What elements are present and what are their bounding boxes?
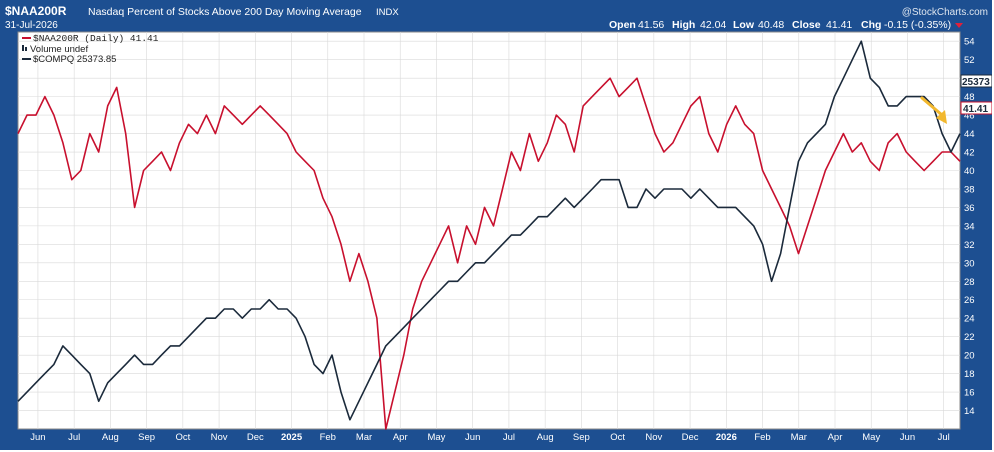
y-tick-label: 54 — [964, 37, 975, 48]
x-tick-label: Nov — [645, 432, 662, 443]
series-layer — [17, 40, 961, 430]
legend-naa-label: $NAA200R (Daily) 41.41 — [33, 33, 159, 44]
plot-area — [17, 31, 961, 430]
x-tick-label: Mar — [356, 432, 372, 443]
y-tick-label: 46 — [964, 111, 975, 122]
symbol-title: $NAA200R — [5, 4, 67, 18]
y-tick-label: 20 — [964, 351, 975, 362]
x-tick-label: Nov — [211, 432, 228, 443]
chg-label: Chg — [861, 19, 881, 31]
x-tick-label: Oct — [175, 432, 190, 443]
svg-text:25373: 25373 — [962, 77, 990, 88]
chg-value: -0.15 (-0.35%) — [884, 19, 951, 31]
y-tick-label: 38 — [964, 184, 975, 195]
x-tick-label: Sep — [138, 432, 155, 443]
series-line-compq — [17, 40, 961, 421]
price-tag-compq: 25373 — [960, 74, 992, 88]
x-tick-label: 2026 — [716, 432, 737, 443]
y-axis: 1416182022242628303234363840424446485052… — [964, 37, 975, 417]
y-tick-label: 48 — [964, 92, 975, 103]
y-tick-label: 36 — [964, 203, 975, 214]
arrow-annotation — [920, 96, 947, 124]
x-tick-label: Dec — [247, 432, 264, 443]
y-tick-label: 52 — [964, 55, 975, 66]
x-tick-label: 2025 — [281, 432, 303, 443]
grid-layer — [18, 32, 960, 429]
high-value: 42.04 — [700, 19, 726, 31]
low-value: 40.48 — [758, 19, 784, 31]
x-tick-label: Apr — [828, 432, 843, 443]
close-label: Close — [792, 19, 821, 31]
legend-volume-label: Volume undef — [30, 44, 88, 55]
y-tick-label: 40 — [964, 166, 975, 177]
legend-compq-label: $COMPQ 25373.85 — [33, 54, 116, 65]
x-tick-label: Sep — [573, 432, 590, 443]
watermark-logo: @StockCharts.com — [902, 7, 988, 18]
open-value: 41.56 — [638, 19, 664, 31]
x-tick-label: Jun — [900, 432, 915, 443]
down-triangle-icon — [955, 23, 963, 28]
symbol-description: Nasdaq Percent of Stocks Above 200 Day M… — [88, 6, 362, 18]
low-label: Low — [733, 19, 755, 31]
y-tick-label: 28 — [964, 277, 975, 288]
y-tick-label: 22 — [964, 332, 975, 343]
svg-text:41.41: 41.41 — [963, 104, 988, 115]
x-tick-label: Jul — [68, 432, 80, 443]
x-axis: Jun Jul Aug Sep Oct Nov Dec 2025 Feb Mar Apr May Jun… — [30, 432, 950, 443]
y-tick-label: 14 — [964, 406, 975, 417]
y-tick-label: 18 — [964, 369, 975, 380]
close-value: 41.41 — [826, 19, 852, 31]
x-tick-label: Aug — [102, 432, 119, 443]
y-tick-label: 24 — [964, 314, 975, 325]
y-tick-label: 30 — [964, 258, 975, 269]
x-tick-label: Jul — [503, 432, 515, 443]
y-tick-label: 26 — [964, 295, 975, 306]
price-tag-naa: 41.41 — [960, 101, 992, 115]
x-tick-label: Dec — [682, 432, 699, 443]
series-line-naa200r — [17, 77, 961, 430]
x-tick-label: Mar — [791, 432, 807, 443]
exchange-label: INDX — [376, 7, 399, 18]
x-tick-label: May — [427, 432, 445, 443]
y-tick-label: 34 — [964, 221, 975, 232]
x-tick-label: Jul — [938, 432, 950, 443]
x-tick-label: Apr — [393, 432, 408, 443]
x-tick-label: Feb — [754, 432, 770, 443]
x-tick-label: Jun — [465, 432, 480, 443]
x-tick-label: Oct — [610, 432, 625, 443]
x-tick-label: May — [862, 432, 880, 443]
high-label: High — [672, 19, 695, 31]
y-tick-label: 44 — [964, 129, 975, 140]
x-tick-label: Jun — [30, 432, 45, 443]
y-tick-label: 42 — [964, 148, 975, 159]
legend-volume-swatch — [22, 45, 24, 51]
date-label: 31-Jul-2026 — [5, 20, 58, 31]
x-tick-label: Feb — [320, 432, 336, 443]
open-label: Open — [609, 19, 636, 31]
x-tick-label: Aug — [537, 432, 554, 443]
y-tick-label: 32 — [964, 240, 975, 251]
legend: $NAA200R (Daily) 41.41 Volume undef $COM… — [22, 33, 159, 65]
y-tick-label: 16 — [964, 388, 975, 399]
